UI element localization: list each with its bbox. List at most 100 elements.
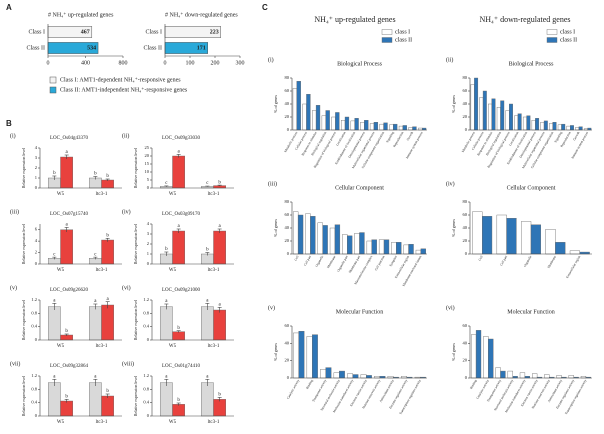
x-tick-label: 800 (119, 60, 128, 66)
bar (369, 123, 375, 131)
panel-label: C (262, 3, 268, 12)
bar (101, 395, 115, 417)
y-tick-label: 1.2 (31, 297, 37, 302)
column-header: NH₄⁺ down-regulated genes (480, 15, 571, 24)
bar (471, 334, 477, 379)
bar (340, 120, 346, 131)
y-tick-label: 40 (463, 225, 468, 230)
significance-letter: c (165, 181, 168, 186)
x-tick-label: Localization (508, 131, 520, 147)
y-tick-label: 60 (463, 88, 468, 93)
bar (488, 338, 494, 379)
significance-letter: b (177, 326, 180, 331)
bar (420, 248, 426, 255)
bar (101, 179, 115, 189)
panel-number: (iii) (268, 180, 277, 187)
bar (396, 242, 402, 255)
bar (347, 235, 353, 255)
x-tick-label: W5 (57, 344, 65, 349)
x-tick-label: Extracellular region (565, 255, 581, 279)
bar (517, 113, 522, 131)
bar (88, 306, 102, 341)
significance-letter: b (218, 180, 221, 185)
bar (306, 94, 311, 131)
x-tick-label: W5 (169, 192, 177, 197)
significance-letter: a (178, 150, 181, 155)
y-tick-label: 40 (285, 225, 290, 230)
bar (495, 367, 501, 379)
bar (575, 127, 580, 131)
y-tick-label: 60 (285, 88, 290, 93)
y-axis-label: Relative expression level (133, 223, 138, 264)
legend-swatch (381, 29, 393, 35)
significance-letter: b (218, 392, 221, 397)
y-tick-label: 25 (145, 145, 150, 150)
bar (507, 370, 513, 379)
bar (408, 127, 413, 131)
x-tick-label: Cell (294, 255, 300, 262)
significance-letter: a (94, 374, 97, 379)
column-header: NH₄⁺ up-regulated genes (314, 15, 395, 24)
bar (159, 382, 173, 417)
significance-letter: b (165, 247, 168, 252)
x-tick-label: Binding (469, 379, 478, 390)
bar (172, 155, 186, 189)
significance-letter: c (94, 252, 97, 257)
bar (347, 373, 353, 379)
y-tick-label: 2 (147, 241, 149, 246)
x-tick-label: Binding (305, 379, 314, 390)
bar (412, 126, 417, 131)
y-tick-label: 4 (147, 221, 150, 226)
bar (312, 110, 317, 131)
y-tick-label: 1 (147, 251, 149, 256)
chart-title: # NH₄⁺ down-regulated genes (165, 11, 238, 18)
bar (317, 222, 323, 255)
bar (359, 232, 365, 255)
category-label: Class I (29, 29, 46, 35)
significance-letter: a (206, 298, 209, 303)
y-tick-label: 2 (35, 250, 37, 255)
x-tick-label: W5 (169, 268, 177, 273)
bar (335, 112, 340, 131)
bar (292, 88, 298, 131)
bar (543, 120, 548, 131)
y-tick-label: 0 (35, 185, 38, 190)
x-tick-label: ltc3-1 (96, 192, 108, 197)
panel-number: (i) (268, 56, 274, 63)
significance-letter: a (219, 224, 222, 229)
chart-title: Biological Process (509, 61, 554, 67)
bar (482, 90, 487, 131)
x-tick-label: Organelle (523, 254, 533, 267)
chart-title: Molecular Function (507, 309, 555, 315)
x-tick-label: Membrane (326, 254, 337, 268)
x-tick-label: Transcription regulator activity (564, 379, 588, 416)
legend-swatch (49, 86, 57, 94)
x-tick-label: ltc3-1 (208, 192, 220, 197)
x-tick-label: Cell part (499, 255, 508, 267)
y-tick-label: 6 (35, 227, 38, 232)
significance-letter: a (53, 374, 56, 379)
significance-letter: b (206, 248, 209, 253)
bar (472, 211, 483, 255)
legend-label: class I (560, 29, 575, 35)
significance-letter: a (178, 224, 181, 229)
bar (391, 242, 397, 255)
bar (483, 336, 489, 379)
bar (378, 239, 385, 255)
x-tick-label: Immune system process (570, 130, 589, 159)
significance-letter: a (219, 302, 222, 307)
y-axis-label: % of genes (451, 219, 456, 237)
bar (530, 224, 541, 255)
x-tick-label: 200 (211, 60, 220, 66)
bar (296, 81, 301, 131)
bar (325, 110, 330, 131)
y-axis-label: Relative expression level (21, 375, 26, 416)
significance-letter: b (65, 394, 68, 399)
bar (383, 122, 388, 131)
bar (315, 105, 321, 131)
bar (200, 306, 214, 341)
bar (552, 121, 557, 131)
chart-title: LOC_Os09g33030 (162, 136, 201, 141)
bar (172, 404, 186, 417)
y-axis-label: Relative expression level (21, 299, 26, 340)
